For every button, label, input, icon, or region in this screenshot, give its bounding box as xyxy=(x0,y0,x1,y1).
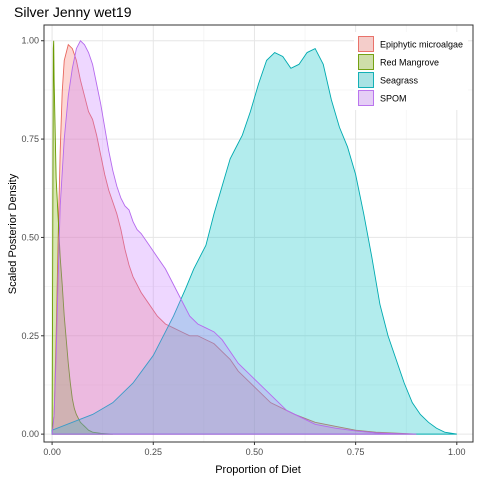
chart-title: Silver Jenny wet19 xyxy=(14,4,132,20)
x-tick-label: 1.00 xyxy=(448,447,466,457)
y-tick-label: 0.25 xyxy=(21,331,39,341)
density-areas xyxy=(51,39,457,435)
legend-key xyxy=(358,90,374,106)
legend-label: Red Mangrove xyxy=(380,58,439,68)
legend-label: SPOM xyxy=(380,94,407,104)
legend-key-background xyxy=(358,90,374,106)
y-tick-label: 0.00 xyxy=(21,429,39,439)
y-tick-label: 0.75 xyxy=(21,134,39,144)
legend-label: Epiphytic microalgae xyxy=(380,40,463,50)
legend-key xyxy=(358,36,374,52)
density-area-spom xyxy=(51,39,417,435)
panel-border xyxy=(43,24,474,443)
legend-label: Seagrass xyxy=(380,76,419,86)
x-tick-label: 0.00 xyxy=(43,447,61,457)
y-axis-ticks: 0.00 0.25 0.50 0.75 1.00 xyxy=(21,36,44,439)
density-area-red-mangrove xyxy=(51,40,113,435)
x-tick-label: 0.50 xyxy=(246,447,264,457)
y-tick-label: 0.50 xyxy=(21,232,39,242)
y-tick-label: 1.00 xyxy=(21,36,39,46)
legend-key-background xyxy=(358,72,374,88)
x-tick-label: 0.75 xyxy=(347,447,365,457)
legend-key-background xyxy=(358,36,374,52)
x-axis-ticks: 0.00 0.25 0.50 0.75 1.00 xyxy=(43,442,466,457)
x-tick-label: 0.25 xyxy=(145,447,163,457)
legend-key-background xyxy=(358,54,374,70)
legend-key xyxy=(358,72,374,88)
density-area-seagrass xyxy=(51,48,457,435)
y-axis-title: Scaled Posterior Density xyxy=(7,173,19,294)
x-axis-title: Proportion of Diet xyxy=(215,464,301,476)
legend: Epiphytic microalgae Red Mangrove Seagrass… xyxy=(354,32,468,110)
legend-key xyxy=(358,54,374,70)
density-area-epiphytic-microalgae xyxy=(51,43,417,435)
